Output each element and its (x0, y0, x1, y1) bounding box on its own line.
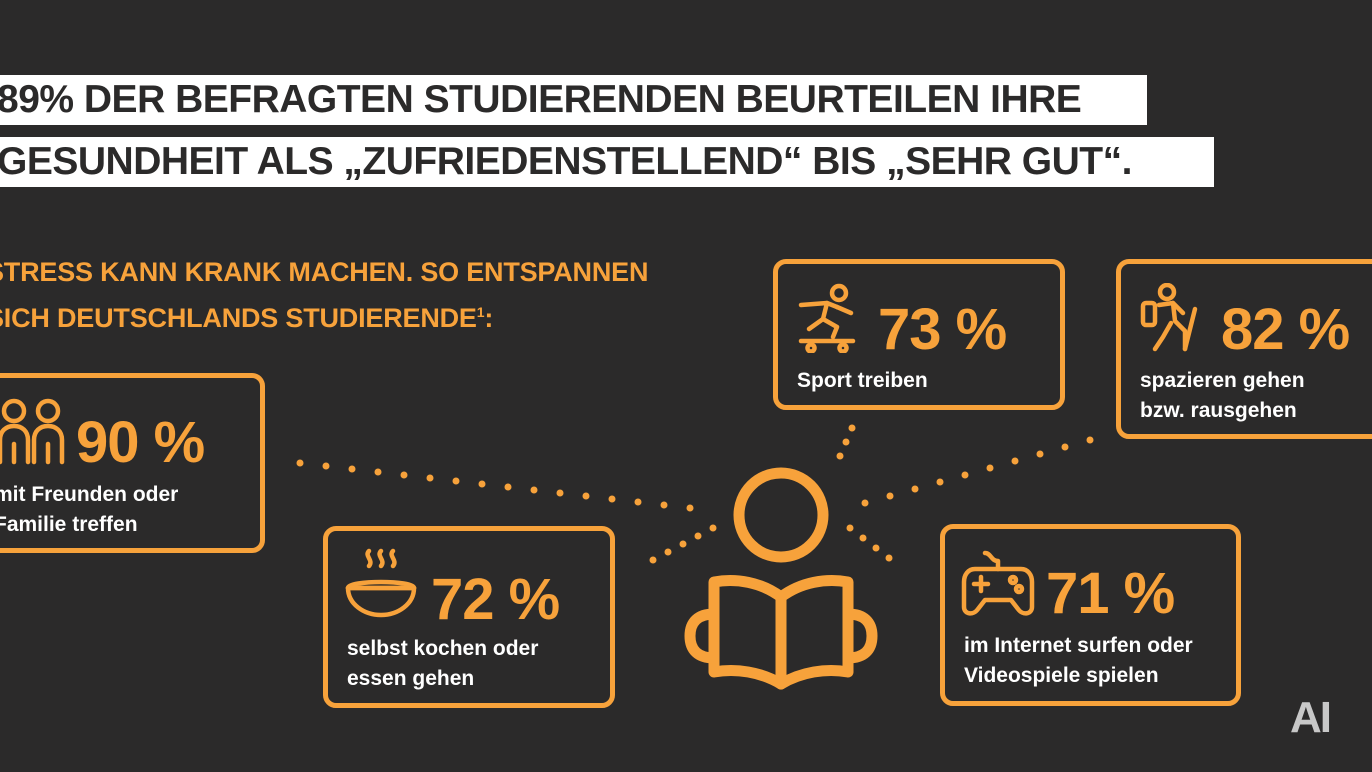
percent-cooking: 72 % (431, 567, 560, 632)
watermark: AI (1290, 693, 1332, 742)
reading-person-icon (676, 462, 886, 692)
card-sport (773, 259, 1065, 410)
label-walking-line-2: bzw. rausgehen (1140, 399, 1297, 422)
percent-sport: 73 % (878, 297, 1007, 362)
footnote-marker: 1 (476, 304, 485, 320)
skateboarder-icon (793, 283, 863, 353)
card-internet (940, 524, 1241, 706)
card-walking (1116, 259, 1372, 439)
card-cooking (323, 526, 615, 708)
label-cooking-line-1: selbst kochen oder (347, 637, 539, 660)
hiker-icon (1137, 283, 1207, 353)
label-sport-line-1: Sport treiben (797, 369, 928, 392)
people-icon (0, 394, 68, 466)
gamepad-icon (961, 547, 1035, 617)
headline-line-1: 89% DER BEFRAGTEN STUDIERENDEN BEURTEILE… (0, 75, 1147, 125)
label-friends-line-1: mit Freunden oder (0, 483, 179, 506)
soup-bowl-icon (344, 548, 418, 618)
subheading-line-1: STRESS KANN KRANK MACHEN. SO ENTSPANNEN (0, 257, 649, 287)
label-friends-line-2: Familie treffen (0, 513, 138, 536)
percent-internet: 71 % (1046, 561, 1175, 626)
subheading-text: SICH DEUTSCHLANDS STUDIERENDE (0, 303, 477, 333)
card-friends (0, 373, 265, 553)
subheading-suffix: : (484, 303, 494, 333)
label-cooking-line-2: essen gehen (347, 667, 475, 690)
headline-line-2: GESUNDHEIT ALS „ZUFRIEDENSTELLEND“ BIS „… (0, 137, 1214, 187)
percent-walking: 82 % (1221, 297, 1350, 362)
percent-friends: 90 % (76, 410, 205, 475)
label-internet-line-1: im Internet surfen oder (964, 634, 1193, 657)
label-walking-line-1: spazieren gehen (1140, 369, 1305, 392)
subheading-line-2: SICH DEUTSCHLANDS STUDIERENDE1: (0, 292, 493, 338)
label-internet-line-2: Videospiele spielen (964, 664, 1159, 687)
